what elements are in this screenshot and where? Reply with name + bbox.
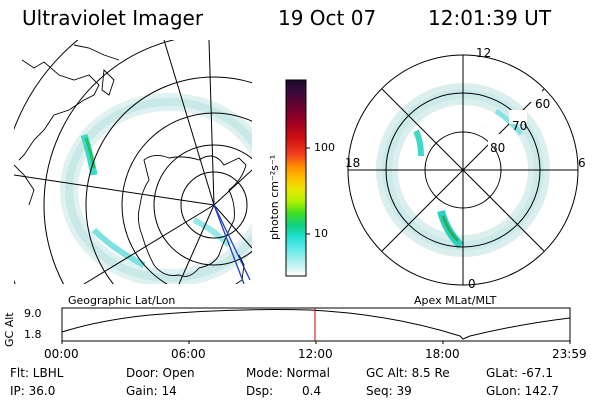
mlt-label-12: 12 <box>476 46 492 60</box>
auroral-oval-geo <box>60 93 252 284</box>
info-door: Door: Open <box>126 366 195 380</box>
sun-direction <box>213 204 251 284</box>
info-gc-alt: GC Alt: 8.5 Re <box>366 366 450 380</box>
colorbar-tick-10: 10 <box>314 227 328 240</box>
info-seq: Seq: 39 <box>366 384 412 398</box>
magnetic-polar-map <box>347 54 579 286</box>
mlt-label-6: 6 <box>578 156 586 170</box>
mask-80 <box>488 134 506 148</box>
info-ip: IP: 36.0 <box>10 384 56 398</box>
altitude-ytick-9: 9.0 <box>24 307 42 320</box>
info-dsp-value: 0.4 <box>302 384 322 398</box>
colorbar-tick-100: 100 <box>314 141 335 154</box>
info-dsp-label: Dsp: <box>246 384 274 398</box>
instrument-title: Ultraviolet Imager <box>22 6 204 30</box>
time-label: 12:01:39 UT <box>428 6 552 30</box>
altitude-xtick-2359: 23:59 <box>552 347 587 361</box>
coastlines <box>14 44 247 284</box>
magnetic-map-label: Apex MLat/MLT <box>414 294 497 307</box>
colorbar <box>285 79 310 277</box>
altitude-xtick-1800: 18:00 <box>425 347 460 361</box>
altitude-plot <box>61 307 571 344</box>
info-filter: Flt: LBHL <box>10 366 64 380</box>
geographic-map-label: Geographic Lat/Lon <box>68 294 176 307</box>
altitude-xtick-0000: 00:00 <box>44 347 79 361</box>
info-glat: GLat: -67.1 <box>486 366 553 380</box>
info-glon: GLon: 142.7 <box>486 384 559 398</box>
altitude-xtick-1200: 12:00 <box>298 347 333 361</box>
mlt-meridians <box>348 55 578 285</box>
mask-60 <box>524 88 542 102</box>
info-gain: Gain: 14 <box>126 384 177 398</box>
mlt-label-18: 18 <box>345 156 361 170</box>
mlt-label-0: 0 <box>468 277 476 291</box>
mlat-label-80: 80 <box>490 141 506 155</box>
colorbar-label: photon cm⁻²s⁻¹ <box>268 154 281 240</box>
altitude-xtick-0600: 06:00 <box>171 347 206 361</box>
date-label: 19 Oct 07 <box>278 6 377 30</box>
altitude-ytick-1-8: 1.8 <box>24 328 42 341</box>
mlat-label-60: 60 <box>535 97 551 111</box>
mlat-label-70: 70 <box>512 119 528 133</box>
meridians <box>14 40 252 284</box>
info-mode: Mode: Normal <box>246 366 330 380</box>
mask-70 <box>509 110 527 124</box>
latitude-circles <box>14 40 252 284</box>
altitude-ylabel: GC Alt <box>3 312 16 347</box>
geographic-map <box>14 40 252 284</box>
